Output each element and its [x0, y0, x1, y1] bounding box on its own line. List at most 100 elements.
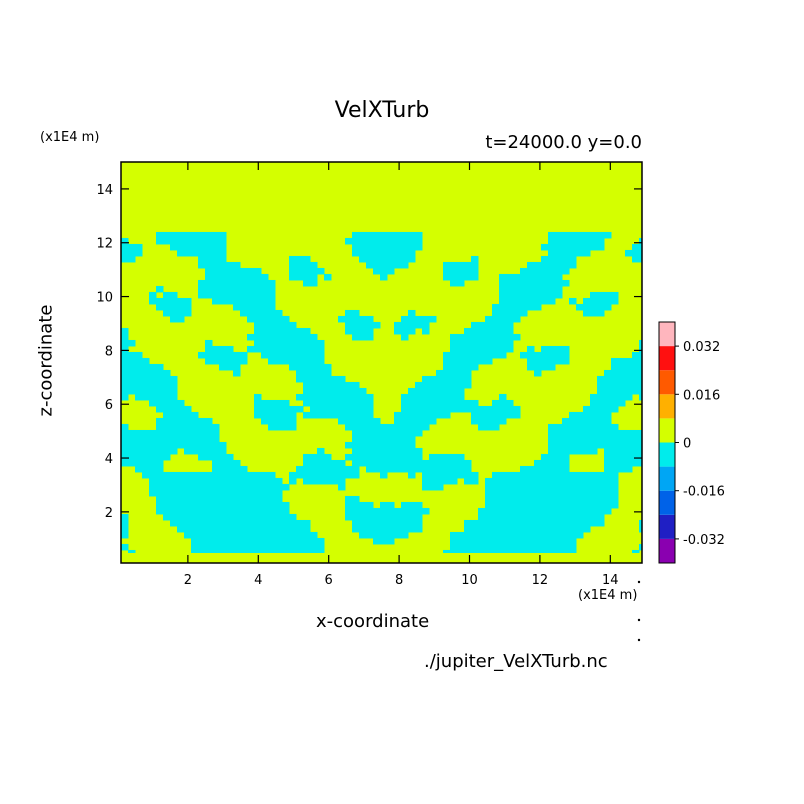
negative-cell	[261, 339, 269, 347]
negative-cell	[359, 525, 367, 533]
negative-cell	[373, 231, 381, 239]
negative-cell	[205, 507, 213, 515]
negative-cell	[422, 375, 430, 383]
negative-cell	[471, 351, 479, 359]
negative-cell	[254, 507, 262, 515]
negative-cell	[639, 387, 642, 395]
negative-cell	[205, 525, 213, 533]
negative-cell	[408, 507, 416, 515]
negative-cell	[548, 357, 556, 365]
negative-cell	[541, 297, 549, 305]
negative-cell	[471, 327, 479, 335]
negative-cell	[618, 393, 626, 401]
negative-cell	[457, 375, 465, 383]
negative-cell	[555, 249, 563, 257]
negative-cell	[611, 405, 619, 413]
negative-cell	[170, 501, 178, 509]
negative-cell	[184, 471, 192, 479]
negative-cell	[478, 351, 486, 359]
negative-cell	[212, 459, 220, 467]
negative-cell	[513, 285, 521, 293]
negative-cell	[380, 441, 388, 449]
negative-cell	[177, 405, 185, 413]
negative-cell	[268, 417, 276, 425]
negative-cell	[625, 357, 633, 365]
negative-cell	[275, 495, 283, 503]
negative-cell	[303, 465, 311, 473]
negative-cell	[296, 345, 304, 353]
negative-cell	[156, 453, 164, 461]
negative-cell	[261, 351, 269, 359]
negative-cell	[506, 285, 514, 293]
negative-cell	[331, 381, 339, 389]
negative-cell	[240, 513, 248, 521]
negative-cell	[289, 363, 297, 371]
negative-cell	[387, 441, 395, 449]
negative-cell	[219, 477, 227, 485]
negative-cell	[485, 501, 493, 509]
negative-cell	[471, 357, 479, 365]
colorbar-swatch	[659, 346, 675, 371]
negative-cell	[156, 381, 164, 389]
negative-cell	[562, 279, 570, 287]
negative-cell	[156, 393, 164, 401]
negative-cell	[450, 369, 458, 377]
negative-cell	[380, 249, 388, 257]
negative-cell	[604, 375, 612, 383]
negative-cell	[240, 279, 248, 287]
negative-cell	[583, 237, 591, 245]
negative-cell	[135, 249, 143, 257]
negative-cell	[492, 339, 500, 347]
negative-cell	[562, 507, 570, 515]
negative-cell	[177, 471, 185, 479]
negative-cell	[212, 483, 220, 491]
negative-cell	[331, 471, 339, 479]
negative-cell	[163, 435, 171, 443]
negative-cell	[492, 519, 500, 527]
colorbar-swatch	[659, 466, 675, 491]
negative-cell	[604, 405, 612, 413]
negative-cell	[415, 411, 423, 419]
negative-cell	[625, 375, 633, 383]
negative-cell	[506, 291, 514, 299]
negative-cell	[177, 399, 185, 407]
negative-cell	[583, 429, 591, 437]
negative-cell	[492, 525, 500, 533]
negative-cell	[366, 243, 374, 251]
negative-cell	[135, 447, 143, 455]
negative-cell	[457, 387, 465, 395]
negative-cell	[212, 477, 220, 485]
negative-cell	[541, 273, 549, 281]
negative-cell	[331, 411, 339, 419]
negative-cell	[275, 411, 283, 419]
negative-cell	[170, 309, 178, 317]
negative-cell	[576, 417, 584, 425]
negative-cell	[184, 501, 192, 509]
negative-cell	[611, 363, 619, 371]
negative-cell	[289, 345, 297, 353]
negative-cell	[541, 285, 549, 293]
negative-cell	[576, 243, 584, 251]
negative-cell	[212, 435, 220, 443]
negative-cell	[149, 363, 157, 371]
negative-cell	[212, 255, 220, 263]
negative-cell	[233, 519, 241, 527]
negative-cell	[590, 237, 598, 245]
negative-cell	[205, 513, 213, 521]
negative-cell	[156, 483, 164, 491]
negative-cell	[527, 291, 535, 299]
negative-cell	[366, 261, 374, 269]
negative-cell	[639, 435, 642, 443]
negative-cell	[499, 507, 507, 515]
negative-cell	[198, 507, 206, 515]
negative-cell	[303, 363, 311, 371]
negative-cell	[408, 441, 416, 449]
negative-cell	[597, 237, 605, 245]
negative-cell	[345, 453, 353, 461]
negative-cell	[534, 531, 542, 539]
negative-cell	[492, 309, 500, 317]
negative-cell	[212, 441, 220, 449]
negative-cell	[128, 369, 136, 377]
negative-cell	[219, 261, 227, 269]
